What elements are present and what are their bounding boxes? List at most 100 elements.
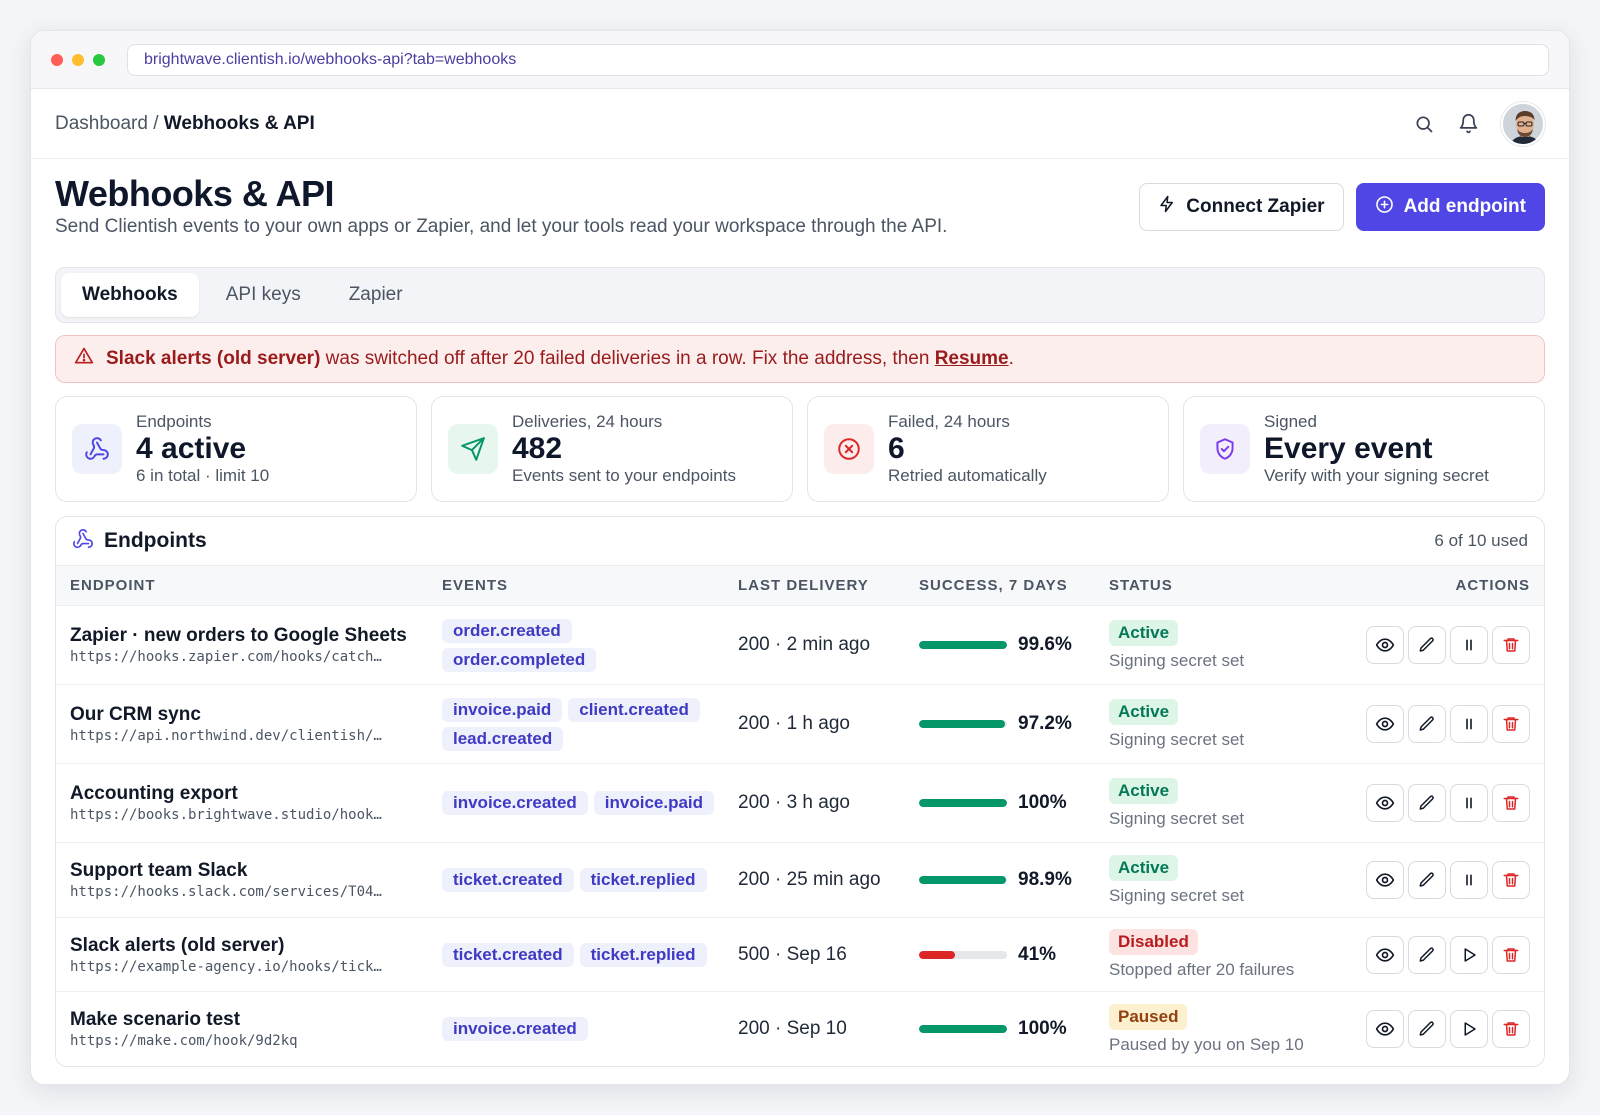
delete-button[interactable] — [1492, 705, 1530, 743]
eye-icon — [1375, 714, 1395, 734]
row-actions — [1329, 1010, 1530, 1048]
pause-button[interactable] — [1450, 861, 1488, 899]
maximize-dot[interactable] — [93, 53, 105, 66]
top-bar: Dashboard / Webhooks & API — [31, 89, 1569, 159]
endpoint-name[interactable]: Our CRM sync — [70, 704, 201, 725]
event-chip-list: invoice.created — [442, 1017, 722, 1041]
edit-button[interactable] — [1408, 1010, 1446, 1048]
stat-label: Signed — [1264, 412, 1317, 431]
endpoints-panel-title: Endpoints — [104, 529, 207, 552]
delete-button[interactable] — [1492, 1010, 1530, 1048]
column-success: SUCCESS, 7 DAYS — [919, 577, 1068, 594]
endpoint-name[interactable]: Zapier · new orders to Google Sheets — [70, 625, 407, 646]
pause-button[interactable] — [1450, 784, 1488, 822]
edit-button[interactable] — [1408, 626, 1446, 664]
close-dot[interactable] — [51, 53, 63, 66]
bell-icon[interactable] — [1457, 113, 1479, 135]
events-cell: invoice.created invoice.paid — [442, 791, 738, 815]
edit-button[interactable] — [1408, 861, 1446, 899]
event-chip: order.completed — [442, 647, 597, 672]
delete-button[interactable] — [1492, 861, 1530, 899]
success-bar-fill — [919, 1025, 1007, 1033]
pencil-icon — [1418, 946, 1436, 964]
status-badge: Active — [1109, 777, 1179, 804]
status-badge: Active — [1109, 698, 1179, 725]
tab-zapier[interactable]: Zapier — [348, 284, 403, 305]
search-icon[interactable] — [1413, 113, 1435, 135]
last-delivery: 200 · 2 min ago — [738, 634, 871, 655]
connect-zapier-button[interactable]: Connect Zapier — [1139, 183, 1344, 231]
endpoint-name[interactable]: Accounting export — [70, 783, 238, 804]
view-button[interactable] — [1366, 626, 1404, 664]
endpoint-name[interactable]: Support team Slack — [70, 860, 248, 881]
success-bar-fill — [919, 950, 956, 959]
success-cell: 98.9% — [919, 869, 1109, 891]
success-bar-fill — [919, 641, 1007, 649]
stat-value: Every event — [1264, 432, 1433, 465]
status-note: Signing secret set — [1109, 650, 1245, 670]
delete-button[interactable] — [1492, 626, 1530, 664]
tab-bar: Webhooks API keys Zapier — [55, 267, 1545, 323]
play-icon — [1460, 946, 1478, 964]
address-bar[interactable]: brightwave.clientish.io/webhooks-api?tab… — [127, 43, 1549, 76]
breadcrumb-dashboard[interactable]: Dashboard — [55, 112, 148, 134]
stat-note: Verify with your signing secret — [1264, 466, 1489, 485]
status-badge: Active — [1109, 854, 1179, 881]
events-cell: invoice.created — [442, 1017, 738, 1041]
view-button[interactable] — [1366, 861, 1404, 899]
actions-cell — [1329, 1010, 1530, 1048]
eye-icon — [1375, 945, 1395, 965]
last-delivery: 200 · 1 h ago — [738, 713, 850, 734]
status-badge: Disabled — [1109, 929, 1198, 955]
endpoints-table-body: Zapier · new orders to Google Sheets http… — [56, 606, 1544, 1066]
view-button[interactable] — [1366, 1010, 1404, 1048]
actions-cell — [1329, 626, 1530, 664]
resume-button[interactable] — [1450, 935, 1488, 974]
plus-circle-icon — [1375, 195, 1394, 220]
resume-button[interactable] — [1450, 1010, 1488, 1048]
view-button[interactable] — [1366, 784, 1404, 822]
pencil-icon — [1418, 715, 1436, 733]
column-actions: ACTIONS — [1455, 577, 1530, 594]
delete-button[interactable] — [1492, 935, 1530, 974]
endpoint-name[interactable]: Make scenario test — [70, 1009, 241, 1030]
stats-row: Endpoints 4 active 6 in total · limit 10… — [55, 396, 1545, 502]
add-endpoint-button[interactable]: Add endpoint — [1355, 183, 1545, 231]
endpoint-cell: Support team Slack https://hooks.slack.co… — [70, 860, 442, 900]
view-button[interactable] — [1366, 705, 1404, 743]
success-cell: 100% — [919, 1018, 1109, 1040]
edit-button[interactable] — [1408, 784, 1446, 822]
endpoints-panel: Endpoints 6 of 10 used ENDPOINT EVENTS L… — [55, 516, 1545, 1067]
success-rate: 98.9% — [919, 869, 1109, 891]
endpoint-url: https://example-agency.io/hooks/tick… — [70, 958, 382, 975]
stat-value: 6 — [888, 432, 905, 465]
endpoint-name[interactable]: Slack alerts (old server) — [70, 934, 285, 956]
resume-link[interactable]: Resume — [934, 348, 1009, 369]
table-row: Slack alerts (old server) https://example… — [56, 918, 1544, 992]
status-cell: Active Signing secret set — [1109, 619, 1329, 671]
window-controls — [51, 53, 105, 66]
edit-button[interactable] — [1408, 705, 1446, 743]
breadcrumb-separator: / — [153, 112, 159, 134]
eye-icon — [1375, 1019, 1395, 1039]
last-delivery: 500 · Sep 16 — [738, 943, 847, 965]
event-chip: ticket.replied — [579, 868, 707, 892]
success-bar-fill — [919, 876, 1007, 884]
event-chip: ticket.created — [442, 868, 574, 892]
delete-button[interactable] — [1492, 784, 1530, 822]
edit-button[interactable] — [1408, 935, 1446, 974]
view-button[interactable] — [1366, 935, 1404, 974]
stat-card-endpoints: Endpoints 4 active 6 in total · limit 10 — [55, 396, 417, 502]
table-row: Zapier · new orders to Google Sheets http… — [56, 606, 1544, 685]
tab-api-keys[interactable]: API keys — [225, 284, 301, 305]
event-chip-list: ticket.created ticket.replied — [442, 942, 722, 967]
user-avatar[interactable] — [1501, 101, 1545, 146]
page-subtitle: Send Clientish events to your own apps o… — [55, 216, 948, 237]
trash-icon — [1502, 794, 1520, 812]
status-note: Signing secret set — [1109, 808, 1245, 828]
pause-button[interactable] — [1450, 705, 1488, 743]
pause-button[interactable] — [1450, 626, 1488, 664]
tab-webhooks[interactable]: Webhooks — [61, 273, 199, 317]
minimize-dot[interactable] — [72, 53, 84, 66]
stat-note: Events sent to your endpoints — [512, 466, 736, 485]
